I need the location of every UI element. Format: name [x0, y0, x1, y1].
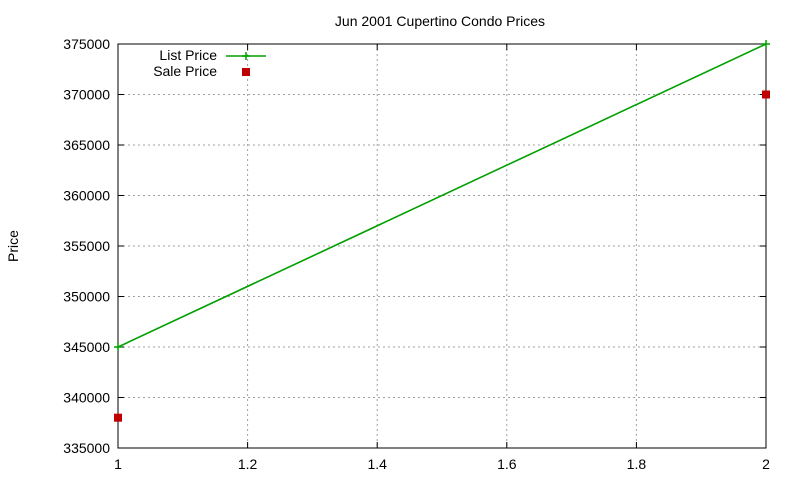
y-tick-label: 365000 [63, 137, 110, 153]
y-tick-label: 340000 [63, 390, 110, 406]
series-line-list-price [117, 43, 767, 348]
y-tick-label: 375000 [63, 36, 110, 52]
legend-label-sale-price: Sale Price [153, 63, 217, 79]
x-tick-label: 1.8 [627, 456, 647, 472]
grid [118, 44, 766, 448]
y-tick-label: 350000 [63, 289, 110, 305]
x-tick-label: 1.4 [367, 456, 387, 472]
data-point-list-price [762, 40, 770, 48]
y-axis-label: Price [5, 230, 21, 262]
y-tick-label: 335000 [63, 440, 110, 456]
y-tick-label: 355000 [63, 238, 110, 254]
series-sale-price [114, 90, 770, 422]
y-tick-label: 370000 [63, 87, 110, 103]
data-point-sale-price [762, 90, 770, 99]
series-layer [114, 40, 770, 422]
y-tick-label: 360000 [63, 188, 110, 204]
legend-marker-sale-price [242, 68, 250, 76]
axis-ticks: 1 1.2 1.4 1.6 1.8 2 335000 340000 345000 350000 35… [63, 36, 770, 472]
legend: List Price Sale Price [153, 47, 266, 79]
x-tick-label: 1.2 [238, 456, 258, 472]
legend-label-list-price: List Price [159, 47, 217, 63]
x-tick-label: 1.6 [497, 456, 517, 472]
y-tick-label: 345000 [63, 339, 110, 355]
data-point-list-price [114, 343, 122, 351]
legend-marker-list-price [242, 52, 250, 60]
series-list-price [114, 40, 770, 351]
x-tick-label: 2 [762, 456, 770, 472]
chart-title: Jun 2001 Cupertino Condo Prices [335, 13, 545, 29]
x-tick-label: 1 [114, 456, 122, 472]
data-point-sale-price [114, 413, 122, 422]
